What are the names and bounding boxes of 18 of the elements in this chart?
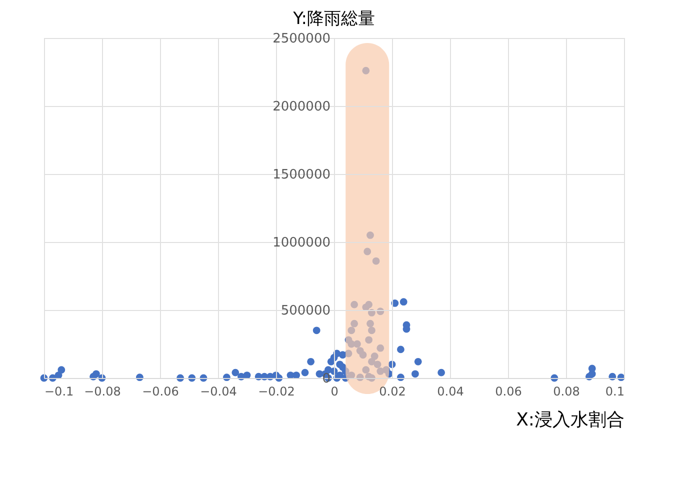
x-tick-label: 0.1 — [605, 384, 624, 398]
y-tick-label: 2500000 — [272, 32, 330, 46]
x-tick-label: −0.04 — [200, 384, 237, 398]
x-tick-label: −0.06 — [142, 384, 179, 398]
x-tick-label: −0.08 — [84, 384, 121, 398]
x-tick-label: 0.08 — [553, 384, 580, 398]
x-tick-label: −0.1 — [44, 384, 74, 398]
y-tick-label: 500000 — [280, 304, 330, 318]
x-tick-label: 0.02 — [379, 384, 406, 398]
x-axis-title: X:浸入水割合 — [516, 410, 624, 430]
x-tick-label: 0.06 — [495, 384, 522, 398]
y-tick-label: 1000000 — [272, 236, 330, 250]
chart-title: Y:降雨総量 — [292, 9, 375, 29]
x-tick-label: −0.02 — [258, 384, 295, 398]
y-tick-label: 2000000 — [272, 100, 330, 114]
x-tick-label: 0.04 — [437, 384, 464, 398]
y-tick-label: 0 — [322, 372, 330, 386]
y-tick-label: 1500000 — [272, 168, 330, 182]
